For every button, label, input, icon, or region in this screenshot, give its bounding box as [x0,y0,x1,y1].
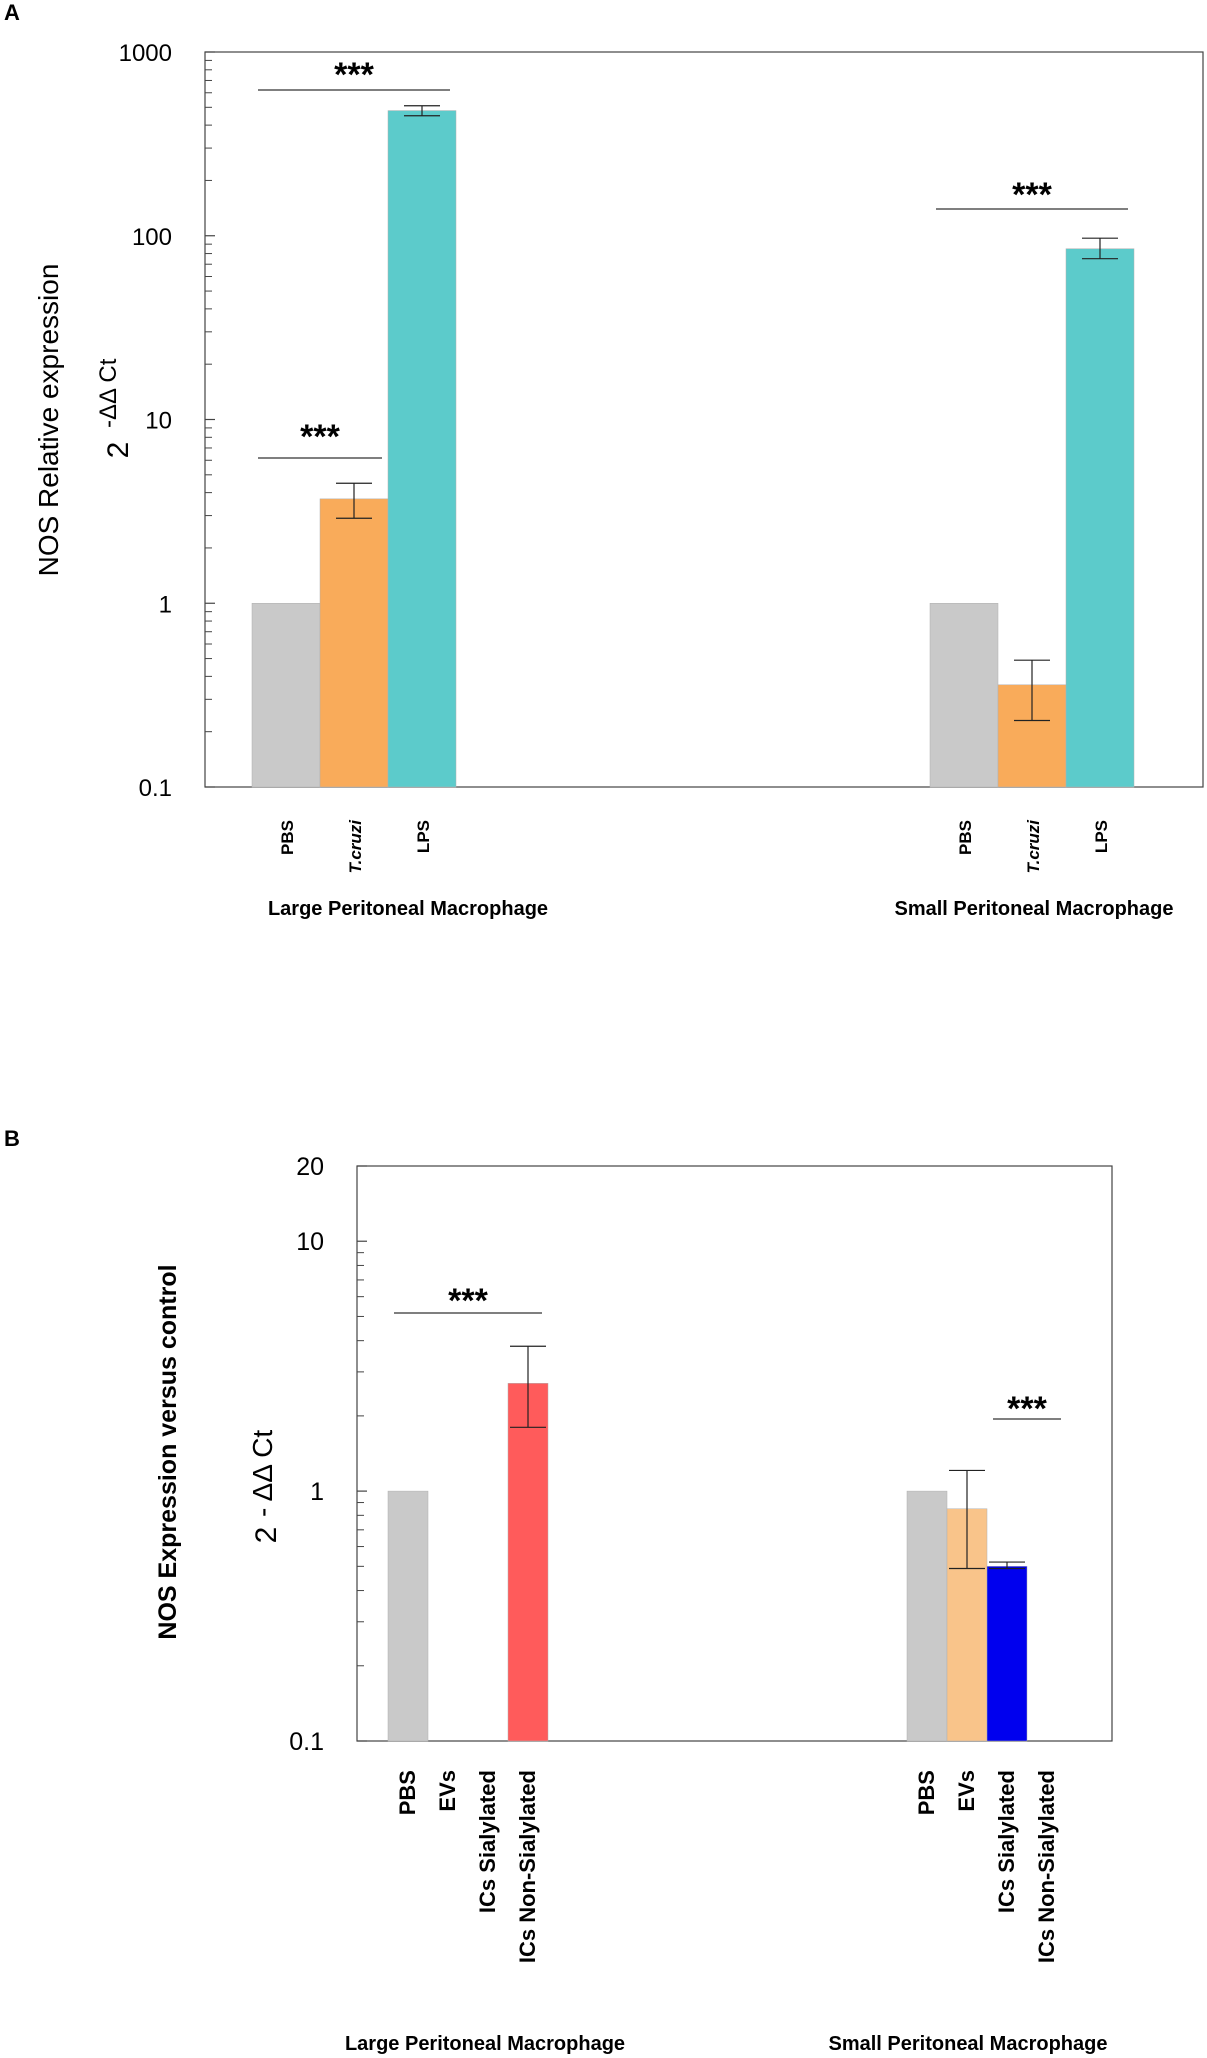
group-label: Large Peritoneal Macrophage [345,2033,625,2055]
significance-stars: *** [1007,1390,1047,1428]
category-label: PBS [914,1770,939,1815]
significance-stars: *** [334,56,374,94]
significance-stars: *** [1012,176,1052,214]
bar [387,1490,429,1742]
y-tick-label: 0.1 [139,775,172,802]
panel-b-bars: *** *** [387,1282,1061,1742]
y-tick-label: 10 [296,1228,324,1256]
group-label: Small Peritoneal Macrophage [895,898,1174,920]
bar [507,1383,549,1742]
category-label: T.cruzi [346,819,365,874]
panel-b: B 20 10 1 0.1 *** *** PBS EVs ICs Sialylated IC… [4,1126,1113,2055]
y-tick-label: 1000 [119,40,172,67]
panel-a-bars: *** *** *** [251,56,1135,788]
panel-a-y-unit-exponent: -ΔΔ Ct [95,358,122,428]
panel-a-letter: A [4,0,20,25]
y-tick-label: 1 [310,1478,324,1506]
category-label: ICs Sialylated [475,1770,500,1913]
y-tick-label: 10 [145,408,172,435]
category-label: EVs [435,1770,460,1812]
panel-b-letter: B [4,1126,20,1151]
panel-a-labels: PBS T.cruzi LPS Large Peritoneal Macrophage… [268,819,1174,920]
panel-a-y-axis-title: NOS Relative expression [33,264,64,577]
bar [1065,248,1135,788]
panel-b-labels: PBS EVs ICs Sialylated ICs Non-Sialylated La… [345,1770,1108,2055]
significance-stars: *** [300,418,340,456]
panel-a-y-axis-unit: 2 -ΔΔ Ct [95,358,135,458]
y-tick-label: 1 [159,591,172,618]
category-label: ICs Non-Sialylated [515,1770,540,1963]
bar [319,498,389,788]
bar [387,110,457,788]
panel-a-y-ticks: 1000 100 10 1 0.1 [119,40,215,802]
bar [906,1490,948,1742]
significance-stars: *** [448,1282,488,1320]
category-label: PBS [956,820,975,855]
panel-b-y-axis-title: NOS Expression versus control [154,1264,182,1639]
group-label: Small Peritoneal Macrophage [829,2033,1108,2055]
category-label: EVs [954,1770,979,1812]
category-label: LPS [414,820,433,853]
panel-a-y-unit-base: 2 [102,442,135,459]
bar [986,1566,1028,1742]
y-tick-label: 20 [296,1153,324,1181]
group-label: Large Peritoneal Macrophage [268,898,548,920]
panel-b-y-unit-exponent: - ΔΔ Ct [247,1430,278,1517]
panel-a: A 1000 100 10 1 0.1 *** *** *** PBS T.cruzi LPS L… [4,0,1204,920]
panel-b-y-axis-unit: 2 - ΔΔ Ct [247,1430,283,1544]
category-label: ICs Sialylated [994,1770,1019,1913]
bar [251,603,321,788]
y-tick-label: 100 [132,224,172,251]
bar [929,603,999,788]
y-tick-label: 0.1 [289,1728,324,1756]
category-label: ICs Non-Sialylated [1034,1770,1059,1963]
category-label: PBS [395,1770,420,1815]
category-label: T.cruzi [1024,819,1043,874]
category-label: PBS [278,820,297,855]
category-label: LPS [1092,820,1111,853]
panel-b-y-ticks: 20 10 1 0.1 [289,1153,367,1756]
panel-b-y-unit-base: 2 [250,1527,283,1544]
panel-b-plot-frame [356,1165,1113,1742]
